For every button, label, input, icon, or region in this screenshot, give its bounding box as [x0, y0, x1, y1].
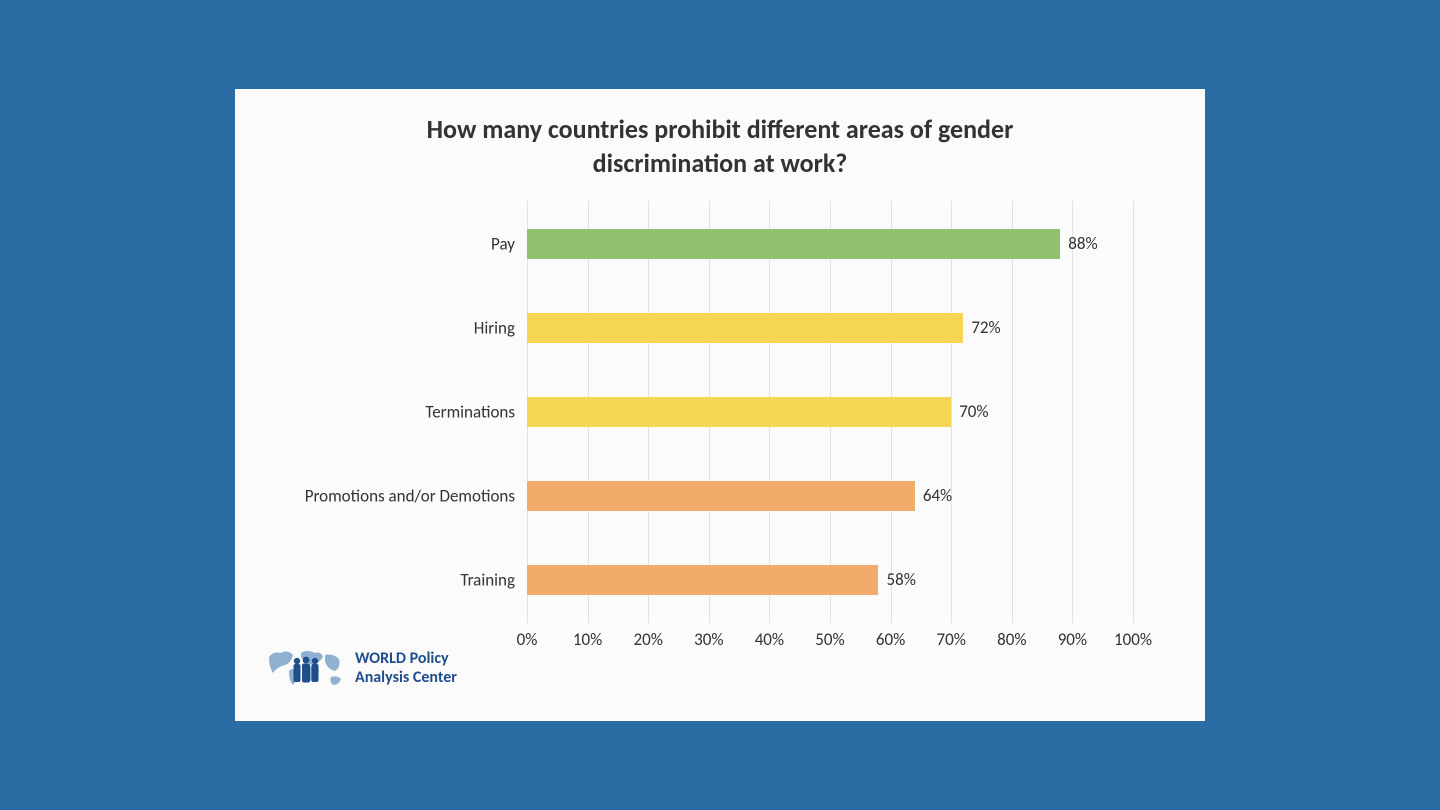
logo-block: WORLD Policy Analysis Center: [267, 643, 457, 693]
chart-title: How many countries prohibit different ar…: [360, 113, 1080, 181]
x-tick-label: 80%: [997, 629, 1026, 650]
bar-row: Promotions and/or Demotions64%: [527, 481, 1133, 511]
bar-row: Pay88%: [527, 229, 1133, 259]
category-label: Terminations: [425, 401, 515, 422]
bar-value-label: 64%: [923, 485, 952, 506]
x-tick-label: 10%: [573, 629, 602, 650]
bar-value-label: 58%: [886, 569, 915, 590]
x-tick-label: 100%: [1114, 629, 1152, 650]
bar-row: Hiring72%: [527, 313, 1133, 343]
x-tick-label: 50%: [815, 629, 844, 650]
bar: [527, 565, 878, 595]
gridline: [1133, 201, 1134, 623]
category-label: Promotions and/or Demotions: [305, 485, 515, 506]
category-label: Training: [460, 569, 515, 590]
logo-text: WORLD Policy Analysis Center: [355, 649, 457, 687]
bar: [527, 229, 1060, 259]
chart-area: Pay88%Hiring72%Terminations70%Promotions…: [267, 191, 1173, 671]
x-axis: 0%10%20%30%40%50%60%70%80%90%100%: [527, 623, 1133, 671]
bar-value-label: 70%: [959, 401, 988, 422]
x-tick-label: 20%: [633, 629, 662, 650]
logo-line1: WORLD Policy: [355, 649, 457, 668]
bar: [527, 313, 963, 343]
bar: [527, 397, 951, 427]
chart-card: How many countries prohibit different ar…: [235, 89, 1205, 721]
category-label: Pay: [491, 233, 515, 254]
logo-line2: Analysis Center: [355, 668, 457, 687]
x-tick-label: 40%: [755, 629, 784, 650]
x-tick-label: 70%: [936, 629, 965, 650]
x-tick-label: 60%: [876, 629, 905, 650]
page-outer: How many countries prohibit different ar…: [0, 0, 1440, 810]
people-silhouette-icon: [294, 657, 319, 683]
plot-area: Pay88% Hiring72% Terminations70% Promotions…: [527, 201, 1133, 623]
bar-value-label: 88%: [1068, 233, 1097, 254]
bar-row: Training58%: [527, 565, 1133, 595]
x-tick-label: 30%: [694, 629, 723, 650]
category-label: Hiring: [474, 317, 515, 338]
bar: [527, 481, 915, 511]
world-map-icon: [267, 643, 345, 693]
x-tick-label: 90%: [1058, 629, 1087, 650]
x-tick-label: 0%: [517, 629, 538, 650]
bar-value-label: 72%: [971, 317, 1000, 338]
bar-row: Terminations70%: [527, 397, 1133, 427]
